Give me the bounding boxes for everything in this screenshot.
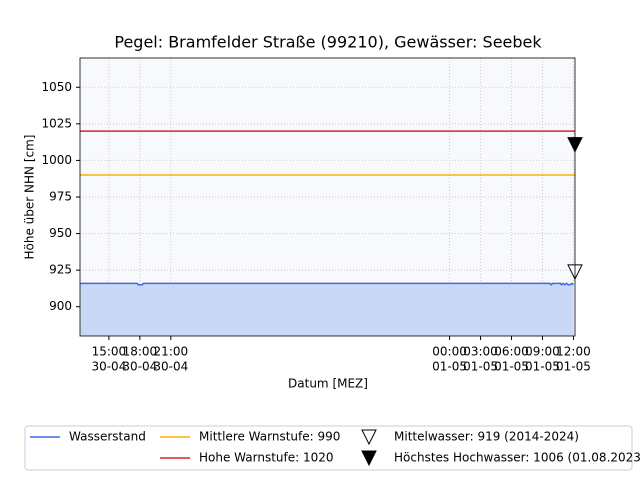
x-tick-label: 30-04 [153, 360, 188, 374]
y-tick-label: 925 [49, 263, 72, 277]
x-tick-label: 21:00 [154, 345, 189, 359]
y-axis-label: Höhe über NHN [cm] [23, 135, 37, 260]
legend-swatch [361, 450, 377, 467]
x-tick-label: 06:00 [494, 345, 529, 359]
legend-label: Wasserstand [69, 430, 146, 444]
x-axis-label: Datum [MEZ] [288, 377, 368, 391]
x-tick-label: 30-04 [122, 360, 157, 374]
axes-frame [79, 57, 576, 337]
x-tick-label: 01-05 [556, 360, 591, 374]
x-tick-label: 01-05 [525, 360, 560, 374]
legend-label: Höchstes Hochwasser: 1006 (01.08.2023) [394, 451, 640, 465]
y-tick-label: 1025 [41, 116, 72, 130]
legend-label: Hohe Warnstufe: 1020 [199, 451, 334, 465]
y-tick-label: 950 [49, 226, 72, 240]
y-tick-label: 1050 [41, 80, 72, 94]
x-tick-label: 03:00 [463, 345, 498, 359]
x-tick-label: 01-05 [494, 360, 529, 374]
legend-swatch [361, 429, 377, 446]
line [80, 282, 574, 286]
y-tick-label: 1000 [41, 153, 72, 167]
y-tick-label: 900 [49, 299, 72, 313]
x-tick-label: 15:00 [92, 345, 127, 359]
x-tick-label: 01-05 [463, 360, 498, 374]
x-tick-label: 00:00 [432, 345, 467, 359]
x-tick-label: 18:00 [123, 345, 158, 359]
x-tick-label: 01-05 [432, 360, 467, 374]
area [80, 283, 574, 336]
x-tick-label: 12:00 [556, 345, 591, 359]
y-tick-label: 975 [49, 190, 72, 204]
x-tick-label: 09:00 [525, 345, 560, 359]
x-tick-label: 30-04 [91, 360, 126, 374]
chart-title: Pegel: Bramfelder Straße (99210), Gewäss… [114, 33, 542, 52]
legend-label: Mittelwasser: 919 (2014-2024) [394, 430, 579, 444]
legend-label: Mittlere Warnstufe: 990 [199, 430, 340, 444]
